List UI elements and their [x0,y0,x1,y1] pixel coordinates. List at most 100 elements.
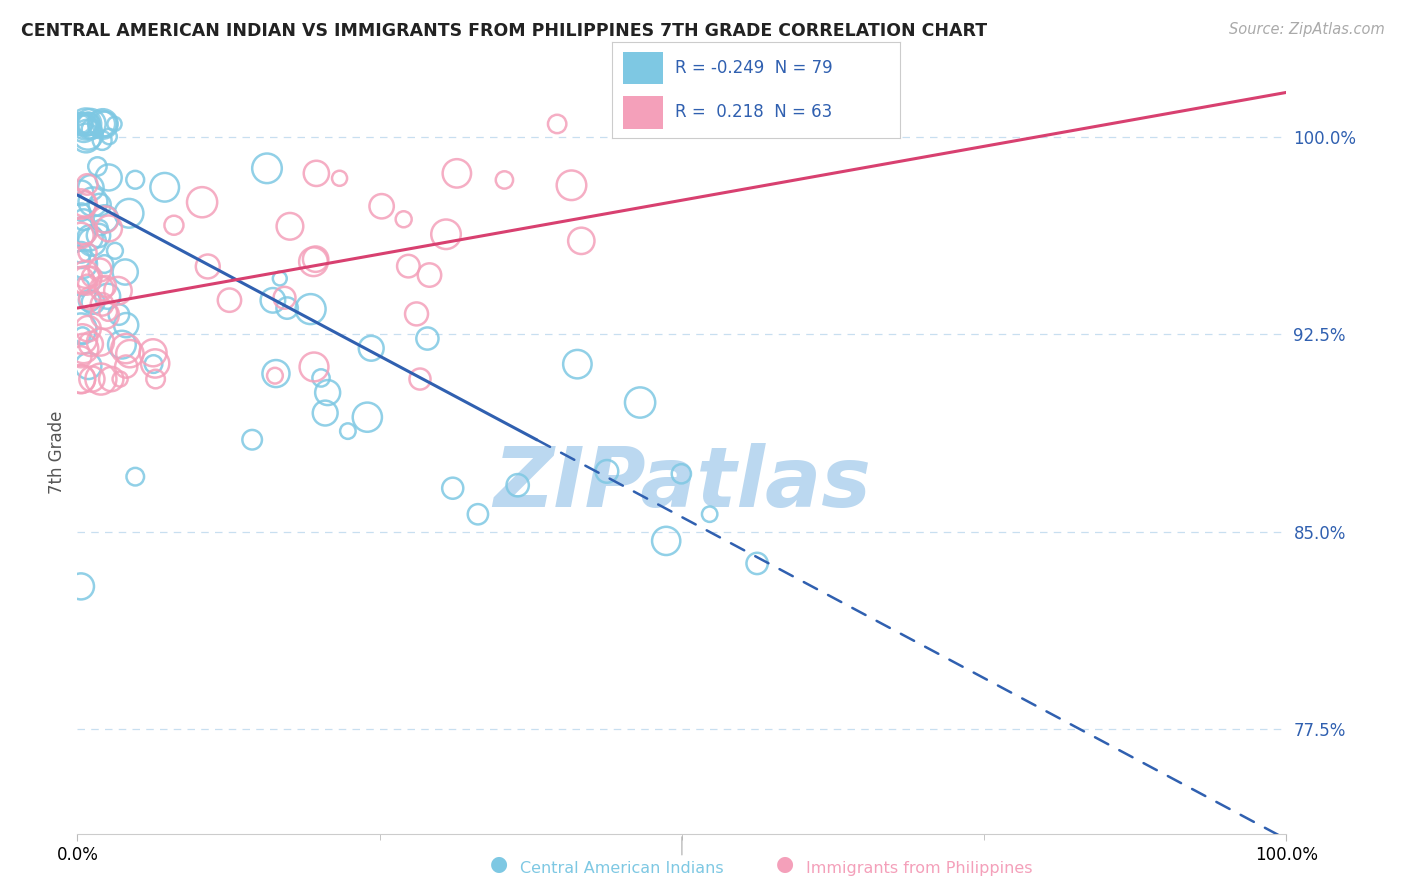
Point [305,166,328,180]
Point [72,328,94,343]
Point [114,265,136,279]
Point [671,467,693,481]
Point [309,371,332,385]
Point [70,117,93,131]
Point [118,346,141,360]
Point [416,332,439,346]
Point [73,120,96,135]
Point [70,117,93,131]
Point [100,372,122,386]
Point [80,269,103,284]
Text: Source: ZipAtlas.com: Source: ZipAtlas.com [1229,22,1385,37]
Point [79,291,101,305]
Point [70,280,93,294]
Point [278,219,301,234]
Point [409,372,432,386]
Point [262,293,284,308]
Point [115,318,138,332]
Point [370,199,392,213]
Point [699,507,721,521]
Point [108,372,131,386]
Point [441,481,464,495]
Point [70,372,93,386]
Text: Immigrants from Philippines: Immigrants from Philippines [806,861,1032,876]
Point [98,129,121,144]
Point [94,308,117,322]
Point [93,257,115,271]
Point [91,117,114,131]
Point [76,277,98,291]
Point [118,206,141,220]
Text: ●: ● [776,855,793,874]
Point [70,372,93,386]
Point [82,295,104,310]
Point [197,260,219,274]
Point [97,305,120,319]
Text: R =  0.218  N = 63: R = 0.218 N = 63 [675,103,832,121]
Point [745,557,768,571]
Point [91,297,114,311]
Point [142,346,165,360]
Point [76,128,98,142]
Point [70,225,93,239]
Point [405,307,427,321]
Text: Central American Indians: Central American Indians [520,861,724,876]
Point [79,231,101,245]
Point [360,341,382,355]
Point [97,170,120,185]
Point [569,234,592,248]
Point [264,368,287,383]
Point [356,410,378,425]
Point [90,282,112,296]
Point [264,367,287,381]
Point [446,166,468,180]
Point [240,433,263,447]
Point [70,322,93,336]
Point [269,271,291,285]
Point [434,227,457,242]
Point [124,173,146,187]
Point [80,372,103,386]
Point [75,131,97,145]
Point [89,198,111,212]
Point [256,161,278,176]
Point [596,464,619,478]
Point [70,273,93,287]
Text: ZIPatlas: ZIPatlas [494,442,870,524]
Point [418,268,440,282]
Point [76,245,98,260]
Point [77,359,100,373]
Point [90,372,112,386]
Point [76,178,98,192]
Point [75,273,97,287]
Point [77,117,100,131]
Point [82,194,104,209]
Point [70,228,93,243]
Point [302,254,325,268]
Point [70,197,93,211]
FancyBboxPatch shape [623,95,664,128]
Point [77,321,100,335]
Point [76,117,98,131]
Point [302,359,325,374]
Point [143,356,166,370]
Point [70,117,93,131]
Point [153,180,176,194]
Point [86,160,108,174]
Point [87,228,110,243]
Point [546,117,568,131]
Point [79,117,101,131]
Point [142,357,165,371]
Point [94,212,117,227]
Text: CENTRAL AMERICAN INDIAN VS IMMIGRANTS FROM PHILIPPINES 7TH GRADE CORRELATION CHA: CENTRAL AMERICAN INDIAN VS IMMIGRANTS FR… [21,22,987,40]
Point [104,244,127,258]
Y-axis label: 7th Grade: 7th Grade [48,411,66,494]
Point [115,359,138,374]
Point [111,337,134,351]
Point [316,385,339,400]
Point [91,133,114,147]
Point [94,279,117,293]
Point [93,211,115,226]
Point [73,224,96,238]
Point [304,252,326,267]
